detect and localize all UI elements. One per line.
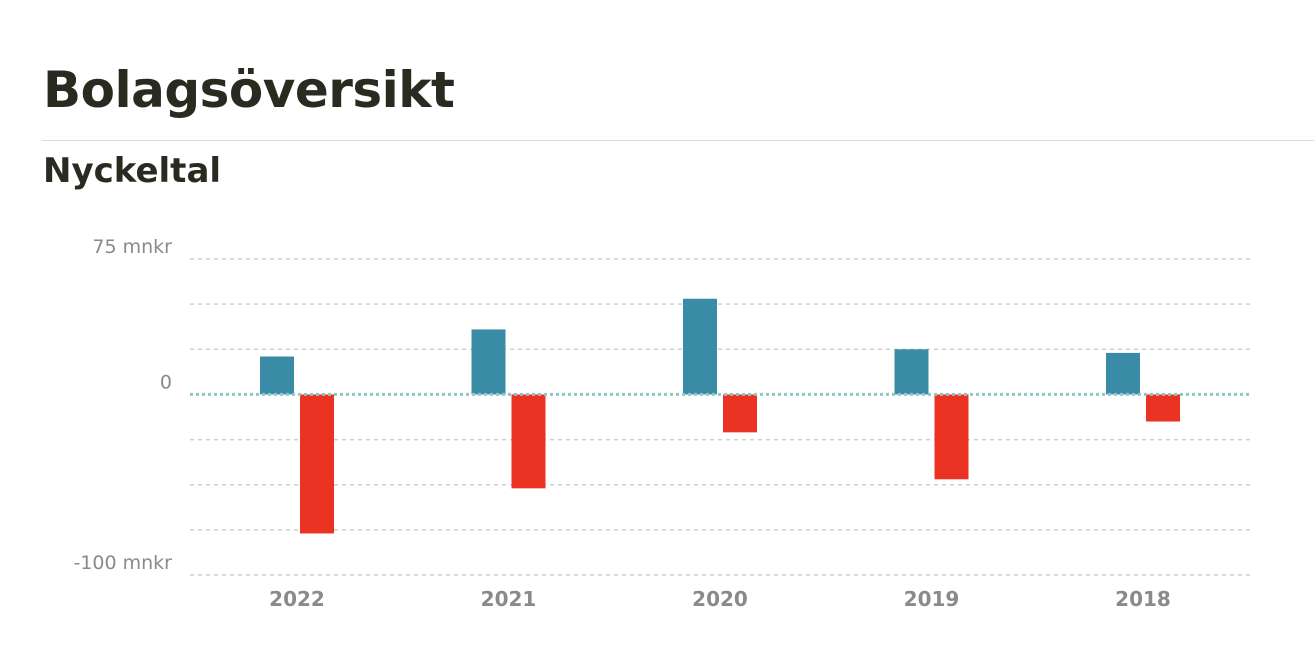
page-title: Bolagsöversikt xyxy=(43,61,455,119)
bar-2020-positive xyxy=(683,298,717,395)
bar-2021-negative xyxy=(511,394,546,489)
y-axis-ticks: 75 mnkr 0 -100 mnkr xyxy=(73,236,172,574)
x-axis-ticks: 2022 2021 2020 2019 2018 xyxy=(269,587,1171,611)
x-tick-label: 2020 xyxy=(692,587,748,611)
x-tick-label: 2019 xyxy=(904,587,960,611)
bars xyxy=(260,298,1180,534)
section-title: Nyckeltal xyxy=(43,151,222,191)
title-divider xyxy=(42,140,1314,141)
bar-2022-positive xyxy=(260,356,294,395)
bar-2018-negative xyxy=(1146,394,1180,422)
x-tick-label: 2022 xyxy=(269,587,325,611)
y-tick-label: 0 xyxy=(160,371,172,393)
bar-2018-positive xyxy=(1106,352,1140,395)
bar-2019-negative xyxy=(934,394,969,480)
bar-2022-negative xyxy=(300,394,334,534)
bar-2020-negative xyxy=(723,394,757,433)
x-tick-label: 2021 xyxy=(481,587,537,611)
x-tick-label: 2018 xyxy=(1115,587,1171,611)
y-tick-label: 75 mnkr xyxy=(92,236,172,258)
bar-2021-positive xyxy=(471,329,506,395)
y-tick-label: -100 mnkr xyxy=(73,552,172,574)
bar-2019-positive xyxy=(894,349,929,395)
grid-lines xyxy=(190,258,1250,576)
